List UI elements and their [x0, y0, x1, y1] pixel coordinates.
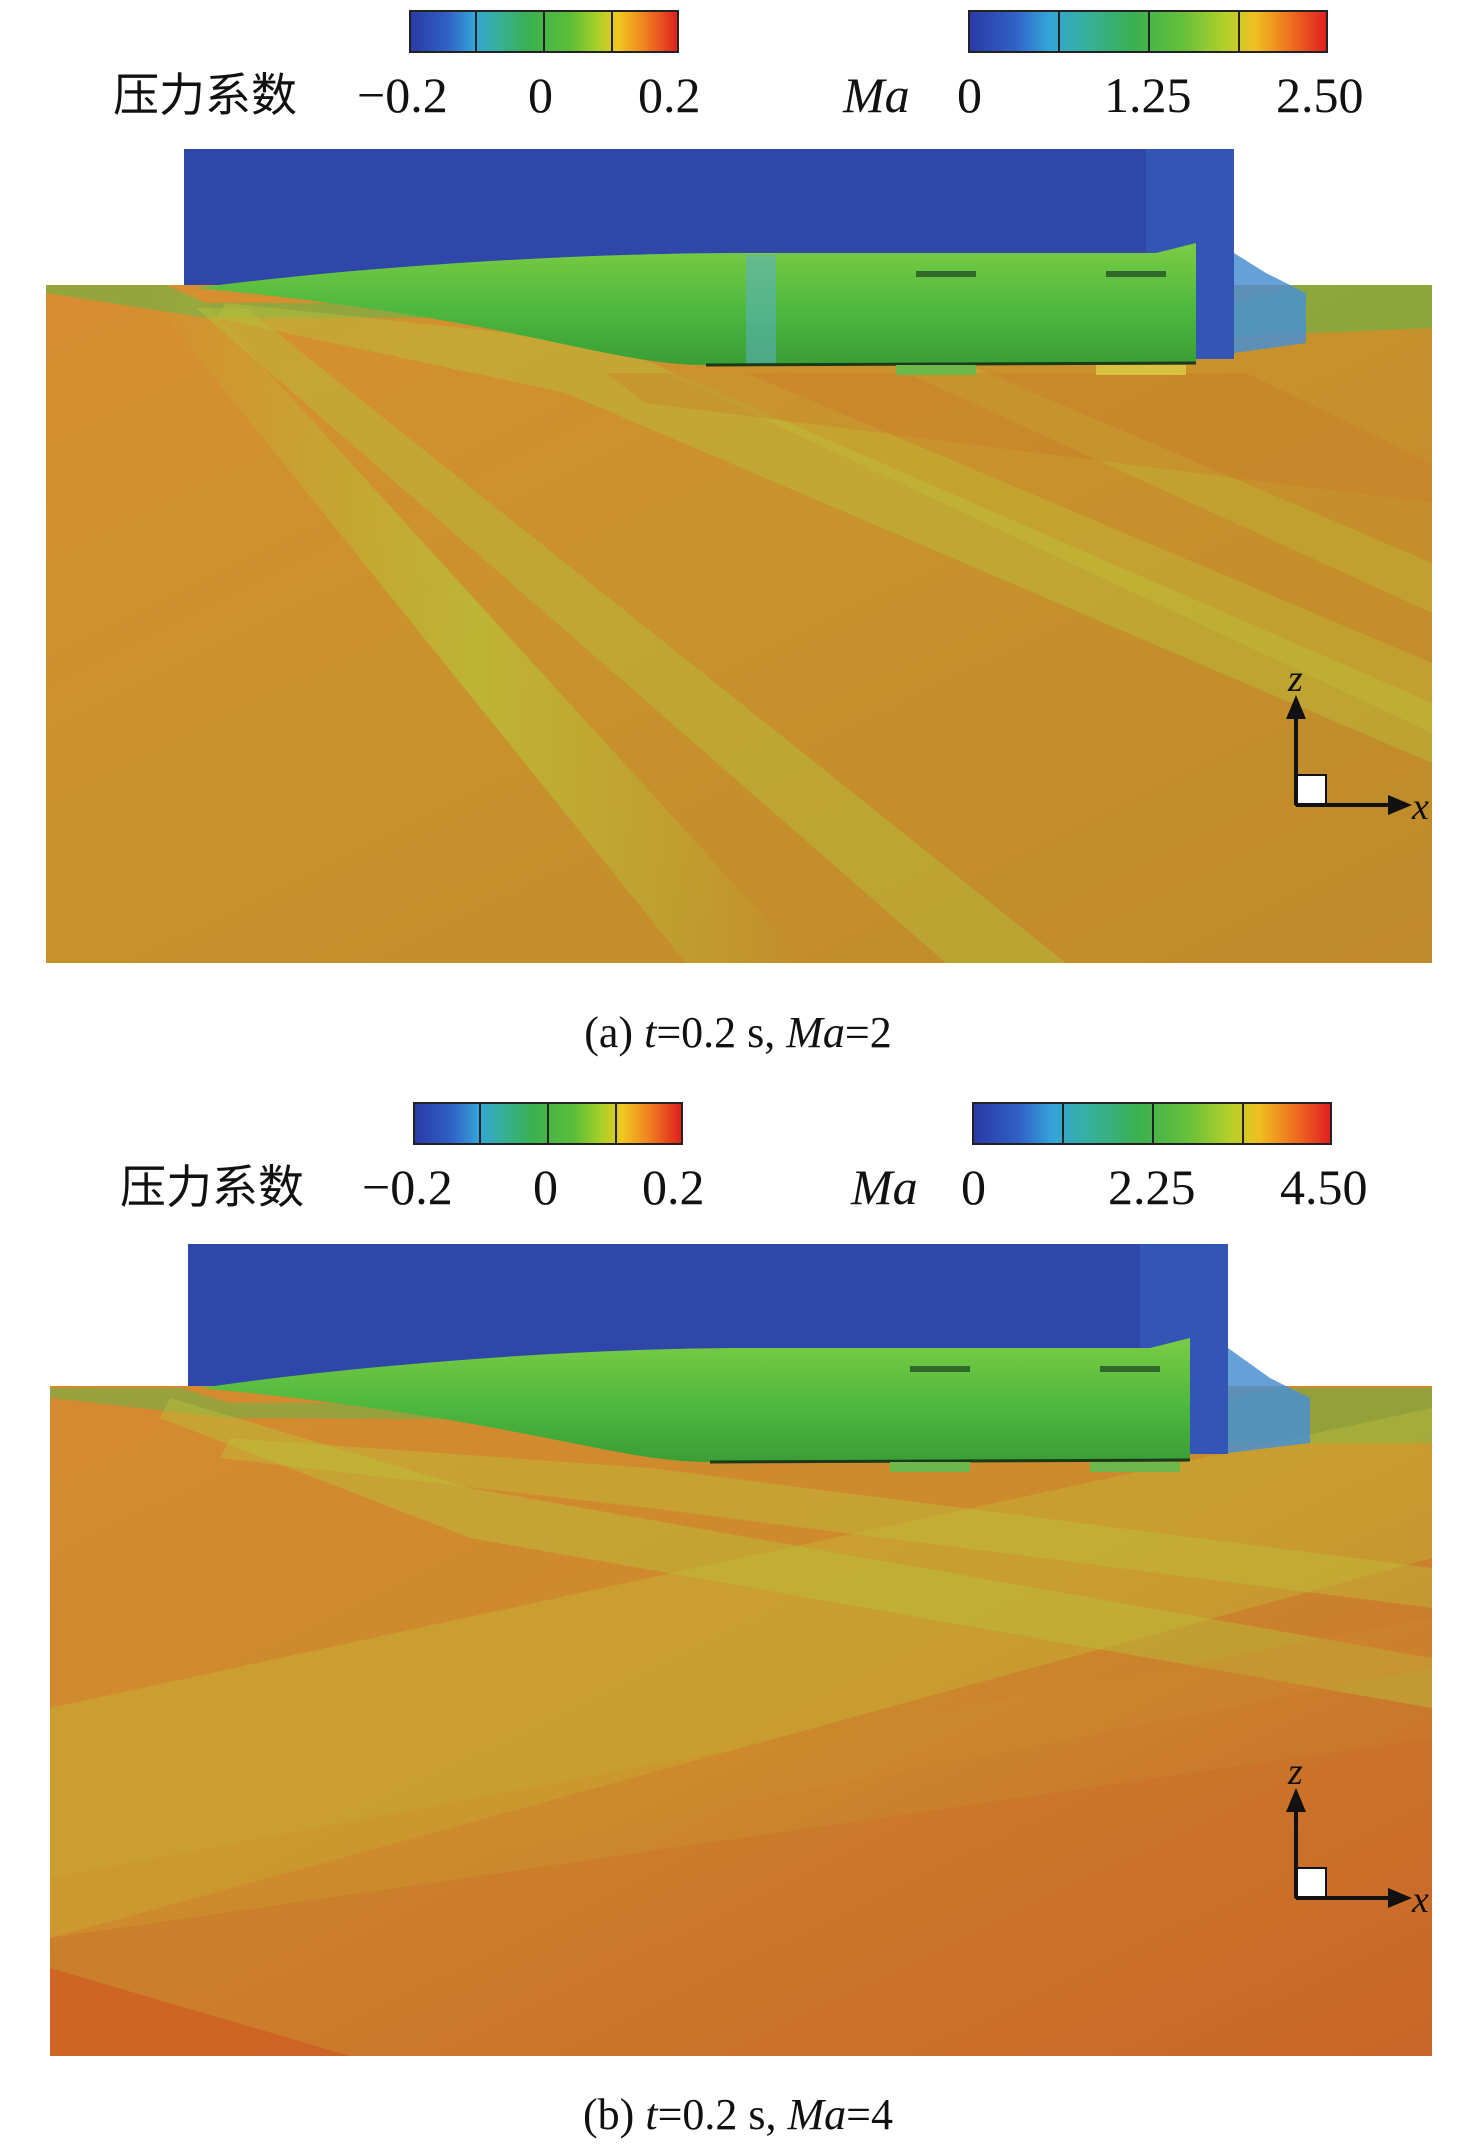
- cp-legend-title: 压力系数: [120, 1160, 304, 1214]
- cp-tick-mid: 0: [533, 1159, 558, 1215]
- ma-tick-max: 4.50: [1280, 1159, 1368, 1215]
- x-axis-label: x: [1411, 786, 1429, 828]
- ma-legend-title: Ma: [843, 67, 910, 123]
- x-axis-label: x: [1411, 1879, 1429, 1921]
- axis-indicator: z x: [1286, 1751, 1429, 1921]
- ma-tick-min: 0: [961, 1159, 986, 1215]
- pressure-coefficient-colorbar: [413, 1102, 683, 1145]
- cp-tick-max: 0.2: [642, 1159, 705, 1215]
- figure-panel-b: 压力系数 −0.2 0 0.2 Ma 0 2.25 4.50: [0, 1090, 1476, 2156]
- cp-tick-min: −0.2: [357, 67, 448, 123]
- ma-tick-mid: 1.25: [1104, 67, 1192, 123]
- axis-indicator: z x: [1286, 658, 1429, 828]
- z-axis-label: z: [1287, 658, 1303, 700]
- ma-tick-max: 2.50: [1276, 67, 1364, 123]
- z-axis-label: z: [1287, 1751, 1303, 1793]
- caption-b: (b) t=0.2 s, Ma=4: [583, 2090, 893, 2139]
- cp-tick-mid: 0: [528, 67, 553, 123]
- cp-tick-min: −0.2: [362, 1159, 453, 1215]
- caption-a: (a) t=0.2 s, Ma=2: [584, 1008, 892, 1057]
- cp-tick-max: 0.2: [638, 67, 701, 123]
- figure-panel-a: 压力系数 −0.2 0 0.2 Ma 0 1.25 2.50: [46, 10, 1432, 1057]
- pressure-coefficient-colorbar: [409, 10, 679, 53]
- ma-tick-min: 0: [957, 67, 982, 123]
- flow-field-image: z x: [50, 1238, 1432, 2056]
- ma-tick-mid: 2.25: [1108, 1159, 1196, 1215]
- mach-colorbar: [972, 1102, 1332, 1145]
- mach-colorbar: [968, 10, 1328, 53]
- ma-legend-title: Ma: [851, 1159, 918, 1215]
- cp-legend-title: 压力系数: [113, 68, 297, 122]
- flow-field-image: z x: [46, 143, 1432, 963]
